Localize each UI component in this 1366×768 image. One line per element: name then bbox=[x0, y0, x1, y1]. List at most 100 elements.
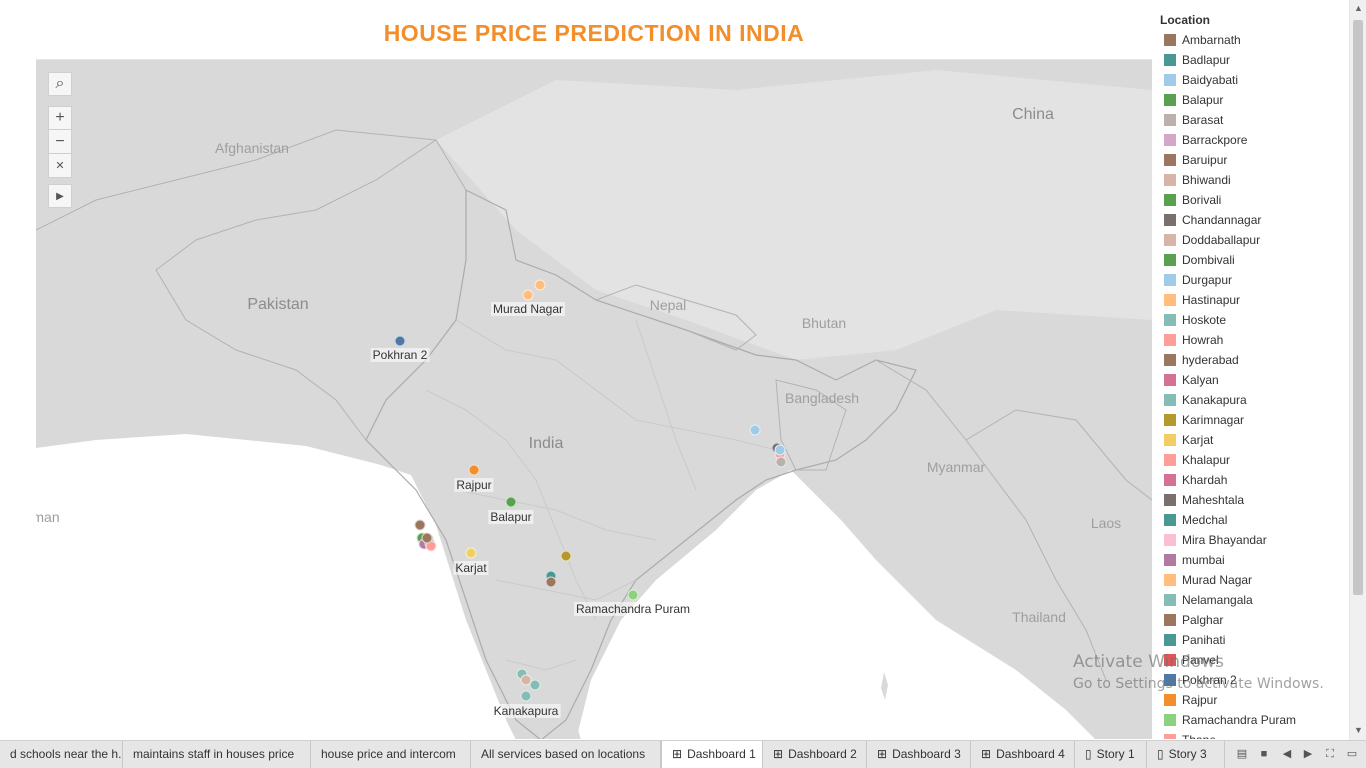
legend-item[interactable]: hyderabad bbox=[1156, 350, 1348, 370]
map-point-ramachandra-puram[interactable] bbox=[627, 589, 639, 601]
map-point-baidyabati[interactable] bbox=[774, 444, 786, 456]
watermark-title: Activate Windows bbox=[1073, 652, 1224, 672]
map-point-murad-nagar[interactable] bbox=[522, 289, 534, 301]
location-map[interactable]: Afghanistan Pakistan Nepal Bhutan China … bbox=[36, 59, 1152, 739]
legend-item[interactable]: Karjat bbox=[1156, 430, 1348, 450]
previous-sheet-icon[interactable]: ◀ bbox=[1282, 748, 1292, 760]
scroll-up-icon[interactable]: ▲ bbox=[1354, 3, 1363, 13]
map-point-balapur[interactable] bbox=[505, 496, 517, 508]
legend-item[interactable]: Ambarnath bbox=[1156, 30, 1348, 50]
vertical-scrollbar[interactable]: ▲ ▼ bbox=[1349, 0, 1366, 740]
map-point-rajpur[interactable] bbox=[468, 464, 480, 476]
tab-d-schools-near-the-h[interactable]: d schools near the h... bbox=[0, 741, 123, 768]
show-filmstrip-icon[interactable]: ▤ bbox=[1236, 748, 1248, 760]
legend-item[interactable]: Murad Nagar bbox=[1156, 570, 1348, 590]
legend-item[interactable]: Khalapur bbox=[1156, 450, 1348, 470]
legend-swatch bbox=[1164, 354, 1176, 366]
tab-story-1[interactable]: ▯ Story 1 bbox=[1075, 741, 1147, 768]
map-point-ambarnath[interactable] bbox=[414, 519, 426, 531]
legend-item[interactable]: Panvel bbox=[1156, 650, 1348, 670]
tab-maintains-staff-in-houses-price[interactable]: maintains staff in houses price bbox=[123, 741, 311, 768]
legend-item[interactable]: Barrackpore bbox=[1156, 130, 1348, 150]
map-point-durgapur[interactable] bbox=[749, 424, 761, 436]
map-point-hoskote[interactable] bbox=[529, 679, 541, 691]
map-point-pokhran-2[interactable] bbox=[394, 335, 406, 347]
next-sheet-icon[interactable]: ▶ bbox=[1303, 748, 1313, 760]
presentation-mode-icon[interactable]: ⛶ bbox=[1326, 748, 1334, 760]
legend-item[interactable]: Kanakapura bbox=[1156, 390, 1348, 410]
scroll-down-icon[interactable]: ▼ bbox=[1354, 725, 1363, 735]
legend-item[interactable]: Mira Bhayandar bbox=[1156, 530, 1348, 550]
legend-swatch bbox=[1164, 434, 1176, 446]
tab-dashboard-3[interactable]: ⊞ Dashboard 3 bbox=[867, 741, 971, 768]
legend-item[interactable]: Hoskote bbox=[1156, 310, 1348, 330]
legend-item[interactable]: Maheshtala bbox=[1156, 490, 1348, 510]
tab-label: Story 3 bbox=[1168, 747, 1207, 761]
story-icon: ▯ bbox=[1157, 747, 1164, 761]
legend-item[interactable]: Barasat bbox=[1156, 110, 1348, 130]
city-label-karjat: Karjat bbox=[453, 561, 489, 575]
legend-item[interactable]: Dombivali bbox=[1156, 250, 1348, 270]
legend-item[interactable]: Nelamangala bbox=[1156, 590, 1348, 610]
legend-swatch bbox=[1164, 334, 1176, 346]
legend-item[interactable]: Borivali bbox=[1156, 190, 1348, 210]
legend-item[interactable]: Baruipur bbox=[1156, 150, 1348, 170]
legend-item[interactable]: Howrah bbox=[1156, 330, 1348, 350]
legend-item[interactable]: Rajpur bbox=[1156, 690, 1348, 710]
legend-item[interactable]: Durgapur bbox=[1156, 270, 1348, 290]
legend-item[interactable]: Pokhran 2 bbox=[1156, 670, 1348, 690]
map-point-kanakapura[interactable] bbox=[520, 690, 532, 702]
city-label-balapur: Balapur bbox=[488, 510, 534, 524]
scroll-thumb[interactable] bbox=[1353, 20, 1363, 595]
unpin-icon[interactable]: ✕ bbox=[48, 154, 72, 178]
device-preview-icon[interactable]: ▭ bbox=[1346, 748, 1358, 760]
tab-all-services-based-on-locations[interactable]: All services based on locations bbox=[471, 741, 661, 768]
legend-item[interactable]: Badlapur bbox=[1156, 50, 1348, 70]
label-india: India bbox=[528, 435, 564, 452]
legend-item[interactable]: Bhiwandi bbox=[1156, 170, 1348, 190]
label-pakistan: Pakistan bbox=[247, 296, 309, 313]
map-point-hyderabad[interactable] bbox=[545, 576, 557, 588]
legend-item[interactable]: Medchal bbox=[1156, 510, 1348, 530]
legend-label: Barasat bbox=[1182, 113, 1224, 127]
legend-item[interactable]: Kalyan bbox=[1156, 370, 1348, 390]
legend-item[interactable]: Karimnagar bbox=[1156, 410, 1348, 430]
legend-swatch bbox=[1164, 454, 1176, 466]
map-point-palghar[interactable] bbox=[421, 532, 433, 544]
legend-item[interactable]: Doddaballapur bbox=[1156, 230, 1348, 250]
legend-item[interactable]: Baidyabati bbox=[1156, 70, 1348, 90]
legend-item[interactable]: Hastinapur bbox=[1156, 290, 1348, 310]
tab-dashboard-2[interactable]: ⊞ Dashboard 2 bbox=[763, 741, 867, 768]
legend-swatch bbox=[1164, 214, 1176, 226]
zoom-in-icon[interactable]: + bbox=[48, 106, 72, 130]
map-point-karimnagar[interactable] bbox=[560, 550, 572, 562]
label-thailand: Thailand bbox=[1012, 609, 1066, 625]
dashboard-title: HOUSE PRICE PREDICTION IN INDIA bbox=[383, 20, 805, 46]
legend-swatch bbox=[1164, 694, 1176, 706]
tab-dashboard-1[interactable]: ⊞ Dashboard 1 bbox=[661, 741, 763, 768]
tab-dashboard-4[interactable]: ⊞ Dashboard 4 bbox=[971, 741, 1075, 768]
map-point-karjat[interactable] bbox=[465, 547, 477, 559]
map-basemap bbox=[36, 60, 1152, 739]
label-nepal: Nepal bbox=[649, 297, 687, 313]
tab-house-price-and-intercom[interactable]: house price and intercom bbox=[311, 741, 471, 768]
legend-item[interactable]: Palghar bbox=[1156, 610, 1348, 630]
legend-item[interactable]: Khardah bbox=[1156, 470, 1348, 490]
legend-item[interactable]: mumbai bbox=[1156, 550, 1348, 570]
legend-label: Pokhran 2 bbox=[1182, 673, 1237, 687]
legend-label: Karjat bbox=[1182, 433, 1214, 447]
legend-item[interactable]: Ramachandra Puram bbox=[1156, 710, 1348, 730]
legend-item[interactable]: Balapur bbox=[1156, 90, 1348, 110]
legend-item[interactable]: Panihati bbox=[1156, 630, 1348, 650]
map-point-barasat[interactable] bbox=[775, 456, 787, 468]
tab-story-3[interactable]: ▯ Story 3 bbox=[1147, 741, 1225, 768]
legend-label: Hoskote bbox=[1182, 313, 1227, 327]
show-tabs-icon[interactable]: ■ bbox=[1260, 748, 1268, 760]
map-point-hastinapur[interactable] bbox=[534, 279, 546, 291]
zoom-out-icon[interactable]: − bbox=[48, 130, 72, 154]
dashboard-icon: ⊞ bbox=[981, 747, 992, 761]
legend-item[interactable]: Thane bbox=[1156, 730, 1348, 739]
search-icon[interactable]: ⌕ bbox=[48, 72, 72, 96]
legend-item[interactable]: Chandannagar bbox=[1156, 210, 1348, 230]
expand-arrow-icon[interactable]: ▶ bbox=[48, 184, 72, 208]
